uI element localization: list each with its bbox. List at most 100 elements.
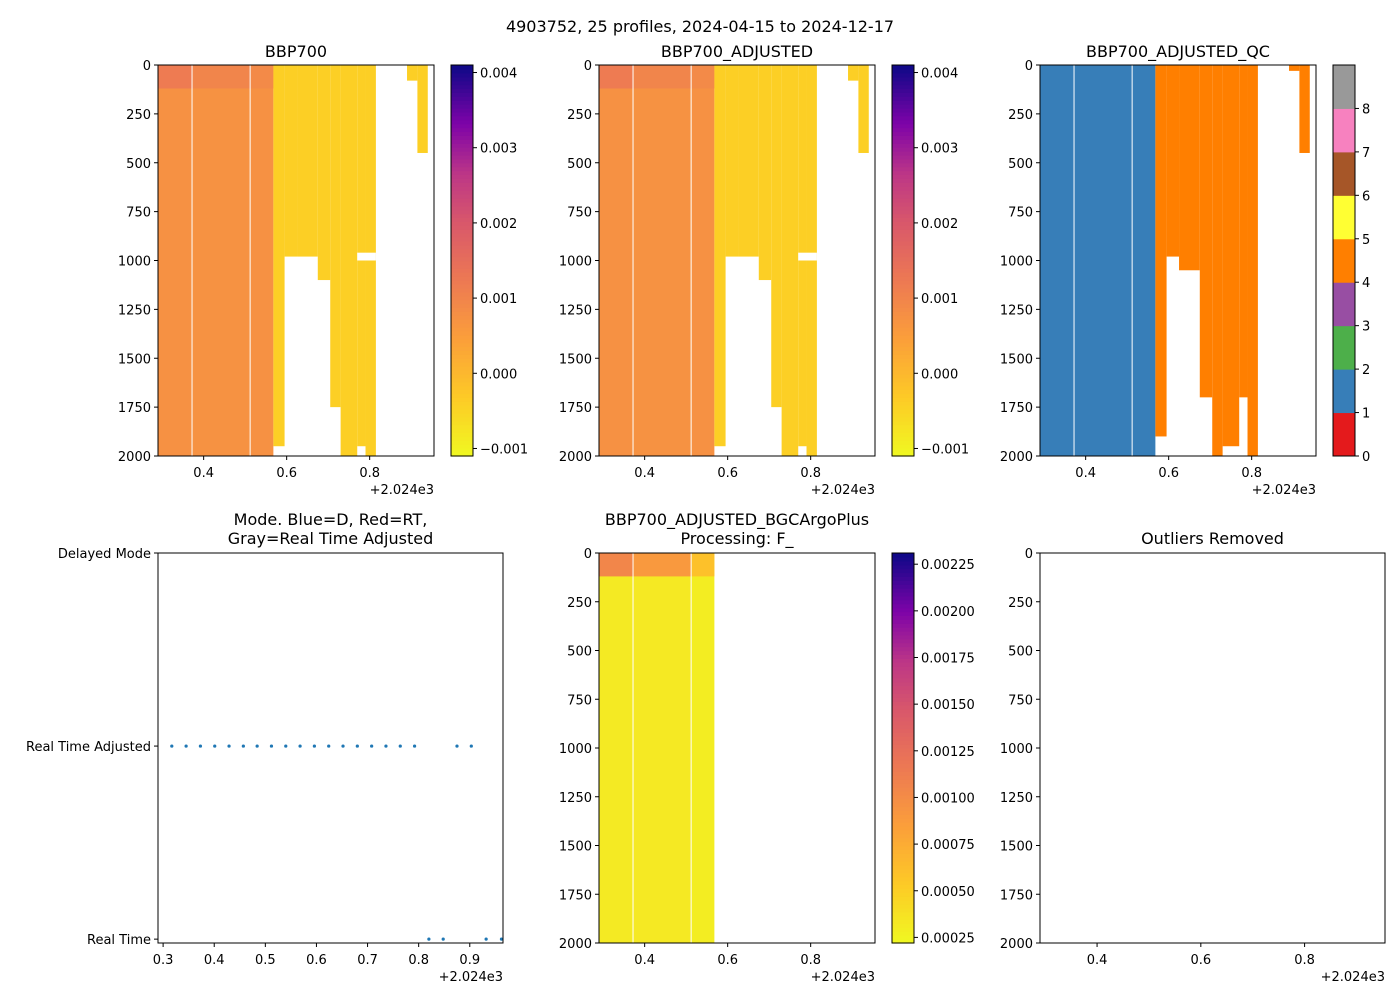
colorbar-tick-label: 6	[1362, 189, 1370, 204]
colorbar-segment	[892, 689, 914, 694]
panel-outliers: Outliers Removed 0 250 500 750 1000 1250 1500 17…	[1000, 529, 1386, 985]
colorbar-segment	[892, 615, 914, 620]
mode-point	[484, 937, 488, 941]
colorbar-segment	[451, 276, 473, 281]
colorbar-segment	[892, 342, 914, 348]
colorbar-segment	[892, 377, 914, 383]
colorbar-segment	[451, 256, 473, 262]
colorbar-segment	[892, 627, 914, 632]
profile-surface-layer	[158, 65, 193, 89]
profile-column	[691, 65, 715, 456]
colorbar-segment	[451, 315, 473, 320]
y-tick-label: 1000	[559, 742, 592, 757]
colorbar-segment	[451, 264, 473, 269]
profile-column	[1299, 65, 1310, 153]
colorbar-segment	[451, 143, 473, 148]
colorbar-segment	[892, 861, 914, 866]
colorbar-segment	[892, 197, 914, 203]
colorbar-segment	[451, 147, 473, 152]
x-tick-label: 0.8	[1241, 466, 1262, 481]
profile-column	[407, 65, 418, 81]
colorbar-segment	[892, 658, 914, 663]
colorbar-segment	[892, 841, 914, 847]
colorbar-segment	[892, 884, 914, 889]
colorbar-segment	[892, 416, 914, 422]
colorbar-segment	[892, 732, 914, 737]
x-tick-label: 0.4	[634, 953, 655, 968]
colorbar-segment	[451, 377, 473, 383]
colorbar-segment	[451, 397, 473, 402]
colorbar-segment	[892, 412, 914, 418]
colorbar-segment	[451, 166, 473, 172]
axes-frame	[157, 552, 504, 944]
colorbar-segment	[892, 338, 914, 344]
colorbar-tick-label: 0.000	[480, 367, 517, 382]
colorbar-segment	[892, 553, 914, 558]
colorbar-segment	[892, 178, 914, 183]
colorbar: 0.00025 0.00050 0.00075 0.00100 0.00125 0.001…	[891, 552, 975, 946]
colorbar-tick-label: 0.000	[921, 367, 958, 382]
colorbar-segment	[451, 174, 473, 179]
colorbar-segment	[451, 319, 473, 324]
colorbar-segment	[892, 139, 914, 144]
colorbar-segment	[892, 888, 914, 893]
profile-column	[297, 65, 318, 257]
colorbar-segment	[892, 670, 914, 675]
y-tick-label: 1500	[559, 352, 592, 367]
colorbar-segment	[892, 755, 914, 761]
colorbar-segment	[892, 221, 914, 226]
axes-frame	[598, 552, 876, 944]
colorbar-segment	[892, 100, 914, 105]
colorbar-segment	[892, 237, 914, 242]
y-tick-label: 750	[1008, 206, 1033, 221]
colorbar-segment	[892, 303, 914, 309]
colorbar-segment	[892, 287, 914, 293]
mode-point	[269, 744, 274, 748]
colorbar-segment	[892, 68, 914, 74]
profile-column	[633, 553, 692, 943]
colorbar-segment	[451, 72, 473, 78]
colorbar-segment	[892, 111, 914, 117]
y-tick-label: 2000	[1000, 450, 1033, 465]
colorbar-segment	[892, 108, 914, 113]
colorbar-segment	[451, 412, 473, 418]
y-tick-label: 250	[1008, 108, 1033, 123]
colorbar-segment	[451, 158, 473, 164]
colorbar-segment	[892, 119, 914, 125]
x-tick-label: 0.8	[800, 953, 821, 968]
colorbar-tick-label: 0.00100	[921, 791, 975, 806]
colorbar-segment	[892, 642, 914, 648]
colorbar-frame	[1332, 64, 1356, 457]
profile-column	[858, 65, 869, 153]
x-tick-label: 0.9	[459, 953, 480, 968]
colorbar-segment	[892, 76, 914, 82]
colorbar-tick-label: −0.001	[480, 442, 528, 457]
y-tick-label: 1000	[1000, 742, 1033, 757]
colorbar-segment	[451, 115, 473, 121]
colorbar-segment	[451, 393, 473, 398]
panel-bbp700_adjusted: BBP700_ADJUSTED 0 250 500 750 1000 1250 1500 175…	[559, 42, 969, 498]
colorbar-segment	[892, 264, 914, 269]
colorbar-segment	[892, 810, 914, 815]
colorbar-segment	[451, 221, 473, 226]
colorbar-segment	[892, 662, 914, 667]
colorbar-segment	[892, 826, 914, 831]
mode-point	[284, 744, 288, 748]
x-tick-label: 0.8	[408, 953, 429, 968]
colorbar-segment	[892, 393, 914, 398]
colorbar-segment	[892, 397, 914, 402]
y-tick-label: 750	[126, 206, 151, 221]
mode-point	[427, 937, 431, 941]
colorbar-segment	[451, 225, 473, 230]
colorbar-segment	[892, 794, 914, 800]
mode-point	[241, 744, 245, 748]
colorbar-segment	[451, 162, 473, 168]
colorbar-segment	[892, 330, 914, 336]
colorbar-segment	[451, 108, 473, 113]
colorbar-segment	[451, 444, 473, 449]
axes-frame	[1039, 64, 1317, 457]
colorbar-segment	[451, 338, 473, 344]
colorbar-tick-label: 1	[1362, 407, 1370, 422]
colorbar-segment	[892, 693, 914, 698]
colorbar-segment	[451, 440, 473, 445]
